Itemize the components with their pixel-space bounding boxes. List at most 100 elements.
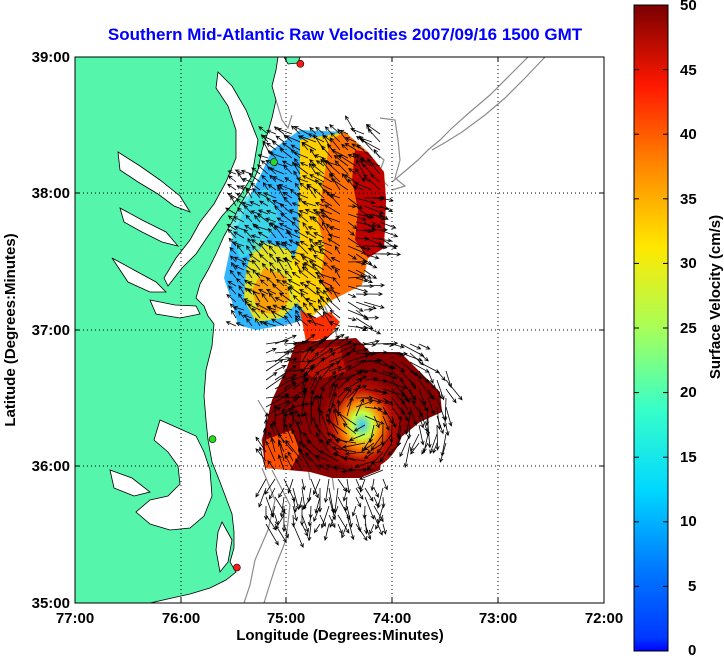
velocity-vector: [330, 265, 341, 271]
green-radar-site-marker: [270, 158, 278, 166]
velocity-vector: [290, 125, 301, 135]
velocity-vector: [312, 215, 325, 231]
velocity-vector: [373, 148, 381, 159]
velocity-vector: [251, 259, 261, 271]
velocity-vector: [273, 225, 285, 239]
velocity-vector: [355, 261, 367, 266]
velocity-vector: [355, 325, 368, 331]
velocity-vector: [328, 372, 344, 390]
velocity-vector: [310, 478, 319, 499]
velocity-vector: [355, 301, 377, 310]
velocity-vector: [445, 388, 457, 404]
velocity-vector: [227, 215, 237, 223]
velocity-vector: [363, 269, 378, 279]
velocity-vector: [266, 129, 277, 135]
velocity-vector: [246, 303, 261, 311]
velocity-vector: [274, 349, 295, 354]
velocity-vector: [355, 277, 369, 283]
velocity-vector: [258, 289, 269, 295]
velocity-vector: [241, 201, 253, 207]
velocity-vector: [268, 292, 277, 303]
velocity-vector: [271, 140, 285, 151]
velocity-vector: [373, 341, 399, 346]
velocity-vector: [396, 433, 402, 447]
velocity-vector: [292, 217, 301, 223]
velocity-vector: [261, 174, 269, 183]
velocity-vector: [363, 301, 385, 309]
velocity-vector: [429, 433, 438, 455]
x-axis-label: Longitude (Degrees:Minutes): [236, 627, 444, 644]
velocity-vector: [235, 322, 245, 327]
velocity-vector: [267, 149, 277, 159]
velocity-vector: [364, 496, 375, 520]
velocity-vector: [345, 137, 357, 143]
velocity-vector: [308, 238, 317, 247]
velocity-vector: [255, 478, 267, 498]
velocity-vector: [263, 192, 277, 199]
velocity-vector: [233, 265, 245, 271]
bays: [109, 71, 259, 573]
velocity-vector: [269, 174, 277, 183]
velocity-vector: [328, 514, 336, 529]
velocity-vector: [319, 248, 333, 263]
velocity-vector: [355, 269, 372, 279]
velocity-vector: [289, 188, 301, 199]
velocity-vector: [409, 343, 422, 350]
velocity-vector: [409, 370, 423, 380]
velocity-vector: [445, 406, 453, 427]
velocity-vector: [323, 523, 330, 542]
velocity-vector: [373, 496, 379, 508]
velocity-vector: [265, 209, 277, 215]
velocity-vector: [297, 412, 303, 426]
velocity-vector: [309, 400, 314, 426]
velocity-vector: [274, 514, 279, 526]
velocity-vector: [382, 478, 388, 491]
velocity-vector: [322, 311, 333, 327]
velocity-vector: [278, 439, 285, 453]
velocity-vector: [324, 160, 341, 175]
velocity-vector: [287, 279, 301, 287]
velocity-vector: [286, 231, 301, 239]
velocity-vector: [311, 263, 325, 279]
velocity-vector: [269, 222, 285, 231]
velocity-vector: [267, 227, 277, 239]
velocity-vector: [346, 378, 363, 390]
velocity-vector: [274, 297, 285, 303]
velocity-vector: [274, 377, 296, 390]
velocity-vector: [292, 402, 310, 408]
velocity-vector: [354, 167, 365, 183]
velocity-vector: [334, 245, 341, 255]
velocity-vector: [347, 213, 367, 221]
velocity-vector: [276, 268, 285, 279]
velocity-vector: [346, 354, 370, 363]
velocity-vector: [323, 261, 333, 271]
velocity-vector: [310, 357, 326, 372]
velocity-vector: [284, 257, 293, 271]
velocity-vector: [391, 361, 406, 373]
velocity-vector: [250, 234, 261, 239]
velocity-vector: [250, 182, 261, 191]
velocity-vector: [251, 245, 261, 255]
velocity-vector: [248, 173, 261, 183]
velocity-vector: [379, 213, 389, 221]
colorbar-tick-label: 25: [680, 320, 697, 337]
velocity-vector: [320, 158, 333, 175]
radar-sites: [208, 60, 305, 572]
velocity-vector: [325, 297, 341, 311]
velocity-vector: [328, 370, 337, 381]
velocity-vector: [267, 183, 277, 191]
velocity-vector: [352, 185, 365, 191]
velocity-vector: [355, 514, 362, 533]
velocity-vector: [391, 343, 405, 349]
colorbar-tick-label: 0: [688, 642, 696, 659]
velocity-vector: [249, 201, 261, 207]
velocity-vector: [265, 359, 284, 372]
velocity-vector: [362, 505, 367, 520]
velocity-vector: [295, 458, 303, 471]
velocity-vector: [251, 167, 261, 175]
velocity-vector: [418, 352, 429, 362]
velocity-vector: [347, 285, 369, 293]
velocity-vector: [273, 205, 285, 215]
velocity-vector: [274, 334, 297, 345]
velocity-vector: [345, 115, 357, 135]
